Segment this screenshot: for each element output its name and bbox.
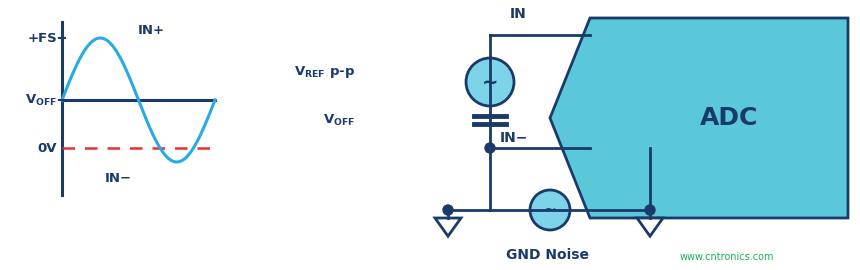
- Text: ~: ~: [544, 202, 556, 218]
- Text: GND Noise: GND Noise: [506, 248, 588, 262]
- Text: ADC: ADC: [700, 106, 759, 130]
- Text: IN−: IN−: [500, 131, 528, 145]
- Text: IN−: IN−: [104, 171, 132, 184]
- Text: +FS: +FS: [28, 32, 57, 45]
- Circle shape: [485, 143, 495, 153]
- Text: $\mathbf{V_{OFF}}$: $\mathbf{V_{OFF}}$: [322, 112, 355, 127]
- Text: IN+: IN+: [138, 23, 165, 36]
- Text: 0V: 0V: [38, 141, 57, 154]
- Text: ~: ~: [482, 73, 498, 92]
- Text: $\mathbf{V_{OFF}}$: $\mathbf{V_{OFF}}$: [25, 92, 57, 107]
- Circle shape: [530, 190, 570, 230]
- Polygon shape: [435, 218, 461, 236]
- Polygon shape: [637, 218, 663, 236]
- Circle shape: [645, 205, 655, 215]
- Text: $\mathbf{V_{REF}}$ p-p: $\mathbf{V_{REF}}$ p-p: [294, 64, 355, 80]
- Circle shape: [466, 58, 514, 106]
- Text: www.cntronics.com: www.cntronics.com: [680, 252, 775, 262]
- Text: IN: IN: [510, 7, 526, 21]
- Circle shape: [443, 205, 453, 215]
- Polygon shape: [550, 18, 848, 218]
